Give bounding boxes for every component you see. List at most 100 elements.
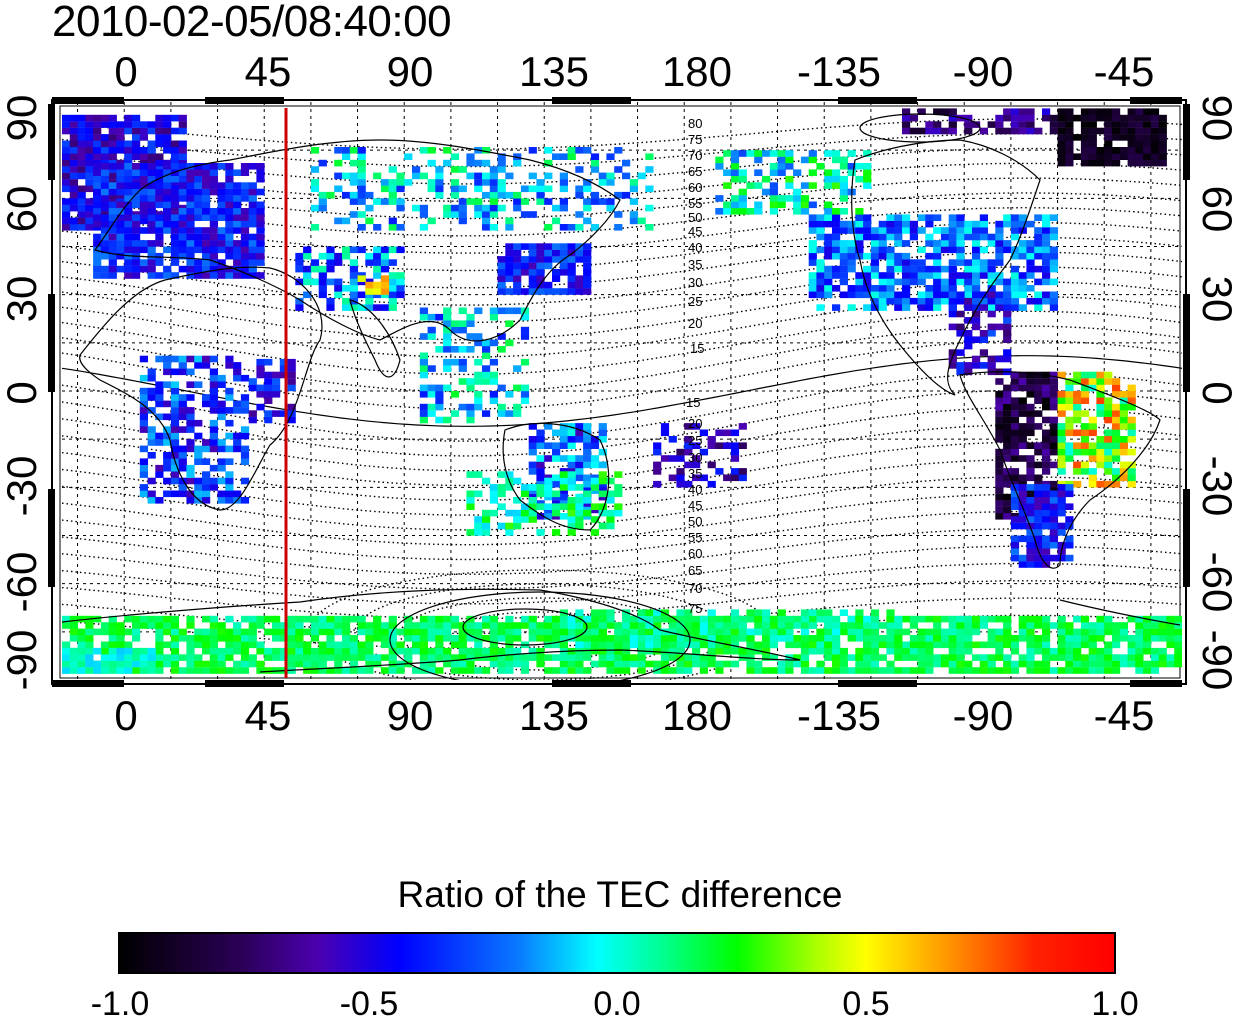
tec-pixel: [948, 355, 957, 363]
tec-pixel: [1026, 461, 1035, 469]
tec-pixel: [132, 628, 141, 636]
tec-pixel: [1135, 628, 1144, 636]
tec-pixel: [170, 127, 180, 135]
tec-pixel: [1042, 503, 1051, 510]
tec-pixel: [303, 272, 312, 279]
tec-pixel: [1003, 448, 1012, 456]
tec-pixel: [1065, 442, 1074, 449]
tec-pixel: [318, 285, 327, 292]
tec-pixel: [489, 628, 498, 636]
tec-pixel: [1065, 522, 1074, 530]
tec-pixel: [155, 654, 164, 661]
lat-tick-label: 60: [0, 186, 45, 233]
tec-pixel: [194, 246, 203, 254]
tec-pixel: [1042, 108, 1051, 115]
tec-pixel: [170, 175, 180, 183]
tec-pixel: [62, 121, 71, 128]
tec-pixel: [326, 641, 335, 649]
tec-pixel: [1073, 660, 1082, 668]
tec-pixel: [715, 468, 724, 475]
tec-pixel: [1049, 480, 1058, 488]
tec-pixel: [653, 609, 662, 616]
tec-pixel: [730, 474, 740, 482]
tec-pixel: [995, 654, 1004, 661]
tec-pixel: [1042, 220, 1051, 228]
tec-pixel: [349, 159, 358, 167]
tec-pixel: [917, 227, 926, 234]
tec-pixel: [1003, 317, 1012, 324]
tec-pixel: [482, 179, 491, 186]
tec-pixel: [723, 474, 732, 482]
tec-pixel: [1010, 474, 1020, 482]
tec-pixel: [505, 288, 514, 295]
tec-pixel: [1080, 622, 1090, 629]
tec-pixel: [902, 265, 911, 273]
tec-pixel: [870, 297, 880, 305]
tec-pixel: [217, 647, 226, 655]
tec-pixel: [668, 622, 677, 629]
tec-pixel: [777, 635, 786, 642]
tec-pixel: [870, 647, 880, 655]
tec-pixel: [1003, 403, 1012, 411]
tec-pixel: [116, 628, 125, 636]
tec-pixel: [295, 628, 304, 636]
tec-pixel: [1096, 448, 1105, 456]
tec-pixel: [505, 654, 514, 661]
tec-pixel: [108, 641, 117, 649]
tec-pixel: [466, 628, 475, 636]
tec-pixel: [606, 172, 615, 180]
tec-pixel: [178, 188, 187, 196]
tec-pixel: [170, 477, 180, 485]
tec-pixel: [497, 288, 506, 295]
tec-pixel: [217, 628, 226, 636]
tec-pixel: [155, 114, 164, 122]
tec-pixel: [1034, 252, 1043, 260]
tec-pixel: [1018, 474, 1027, 482]
tec-pixel: [839, 654, 848, 661]
tec-pixel: [458, 378, 467, 385]
tec-pixel: [132, 654, 141, 661]
tec-pixel: [116, 163, 125, 170]
tec-pixel: [77, 660, 86, 668]
tec-pixel: [240, 220, 250, 228]
tec-pixel: [342, 217, 351, 225]
tec-pixel: [108, 214, 117, 221]
tec-pixel: [769, 208, 778, 215]
tec-pixel: [202, 240, 211, 247]
lon-tick-label: 180: [662, 692, 732, 739]
tec-pixel: [738, 647, 747, 655]
tec-pixel: [1042, 448, 1051, 456]
tec-pixel: [956, 233, 965, 241]
tec-pixel: [847, 615, 856, 623]
tec-pixel: [1127, 159, 1136, 167]
tec-pixel: [217, 227, 226, 234]
tec-pixel: [847, 220, 856, 228]
tec-pixel: [730, 201, 740, 209]
tec-pixel: [474, 529, 483, 536]
tec-pixel: [163, 246, 172, 254]
tec-pixel: [139, 426, 148, 433]
tec-pixel: [987, 297, 996, 305]
tec-pixel: [816, 163, 825, 170]
tec-pixel: [1042, 541, 1051, 549]
tec-pixel: [1127, 635, 1136, 642]
tec-pixel: [855, 609, 864, 616]
tec-pixel: [528, 509, 537, 517]
tec-pixel: [225, 227, 234, 234]
tec-pixel: [676, 628, 685, 636]
tec-pixel: [987, 323, 996, 331]
tec-pixel: [567, 484, 576, 491]
tec-pixel: [264, 384, 273, 392]
tec-pixel: [419, 204, 428, 212]
tec-pixel: [69, 114, 78, 122]
tec-pixel: [1034, 484, 1043, 491]
tec-pixel: [925, 654, 934, 661]
tec-pixel: [303, 252, 312, 260]
tec-pixel: [147, 647, 156, 655]
tec-pixel: [964, 660, 973, 668]
tec-pixel: [419, 333, 428, 340]
tec-pixel: [1026, 442, 1035, 449]
tec-pixel: [870, 660, 880, 668]
tec-pixel: [769, 641, 778, 649]
